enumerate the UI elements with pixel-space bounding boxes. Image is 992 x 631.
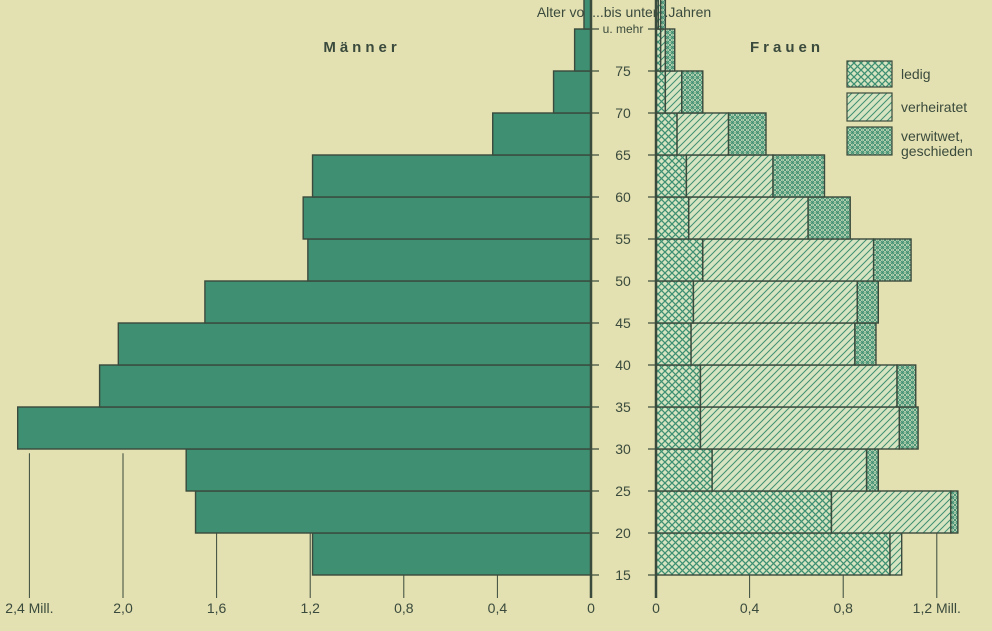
men-tick-label: 0 [587, 600, 595, 616]
men-bar [492, 112, 592, 156]
men-bar [17, 406, 592, 450]
women-bar-ledig [655, 238, 704, 282]
women-bar-verheiratet [692, 280, 858, 324]
women-bar-verwitwet [898, 406, 919, 450]
women-bar-verheiratet [711, 448, 868, 492]
chart-header: Alter von...bis unter...Jahren [537, 4, 711, 20]
age-label: 35 [615, 399, 631, 415]
women-bar-ledig [655, 154, 688, 198]
women-tick-label: 1,2 Mill. [913, 600, 961, 616]
legend-swatch-verheiratet [846, 92, 893, 122]
legend: ledig verheiratet verwitwet, geschieden [846, 60, 973, 159]
age-label: 45 [615, 315, 631, 331]
age-label: 55 [615, 231, 631, 247]
age-label: 70 [615, 105, 631, 121]
age-axis: 15 20 25 30 35 40 45 50 55 60 65 70 75 u. mehr [589, 0, 658, 598]
men-tick-label: 0,8 [394, 600, 414, 616]
women-bar-ledig [655, 70, 667, 114]
women-bar-verwitwet [856, 280, 879, 324]
women-bar-verwitwet [727, 112, 767, 156]
men-bar [204, 280, 592, 324]
men-bar [307, 238, 592, 282]
women-bar-ledig [655, 490, 833, 534]
women-bar-ledig [655, 406, 702, 450]
men-tick-label: 2,4 Mill. [5, 600, 53, 616]
age-label: 40 [615, 357, 631, 373]
legend-label-verheiratet: verheiratet [901, 99, 967, 115]
women-bar-verwitwet [664, 28, 676, 72]
men-bar [185, 448, 592, 492]
women-bar-ledig [655, 364, 702, 408]
women-bar-verheiratet [702, 238, 875, 282]
men-bar [311, 154, 592, 198]
women-bar-verheiratet [659, 28, 667, 72]
men-bars [17, 0, 592, 576]
women-tick-label: 0,4 [740, 600, 760, 616]
men-tick-label: 2,0 [113, 600, 133, 616]
women-bar-verheiratet [830, 490, 952, 534]
women-bar-ledig [655, 532, 891, 576]
men-bar [311, 532, 592, 576]
women-bar-verwitwet [896, 364, 917, 408]
age-label: 50 [615, 273, 631, 289]
men-tick-label: 1,2 [300, 600, 320, 616]
women-tick-label: 0 [652, 600, 660, 616]
women-bar-ledig [655, 196, 690, 240]
age-label: 15 [615, 567, 631, 583]
men-bar [302, 196, 592, 240]
women-bar-verwitwet [854, 322, 877, 366]
women-x-axis: 0 0,4 0,8 1,2 Mill. [652, 600, 961, 616]
women-tick-label: 0,8 [833, 600, 853, 616]
women-bar-ledig [655, 280, 695, 324]
men-title: Männer [323, 39, 400, 56]
age-label: 20 [615, 525, 631, 541]
women-bar-verheiratet [685, 154, 774, 198]
women-bar-verwitwet [950, 490, 959, 534]
women-bar-verheiratet [889, 532, 903, 576]
men-bar [194, 490, 592, 534]
women-bar-verwitwet [681, 70, 704, 114]
women-bar-verwitwet [772, 154, 826, 198]
men-bar [573, 28, 592, 72]
women-bar-ledig [655, 112, 678, 156]
men-tick-label: 0,4 [488, 600, 508, 616]
legend-label-verwitwet-line1: verwitwet, [901, 128, 963, 144]
women-bar-verheiratet [688, 196, 809, 240]
men-bar [117, 322, 592, 366]
women-bar-ledig [655, 448, 713, 492]
women-bar-verheiratet [690, 322, 856, 366]
women-bar-verwitwet [659, 0, 667, 30]
legend-label-verwitwet-line2: geschieden [901, 143, 973, 159]
men-bar [552, 70, 592, 114]
men-bar [98, 364, 592, 408]
women-bar-verwitwet [865, 448, 879, 492]
legend-swatch-verwitwet [846, 126, 893, 156]
men-x-axis: 2,4 Mill. 2,0 1,6 1,2 0,8 0,4 0 [5, 600, 595, 616]
women-bar-verheiratet [676, 112, 730, 156]
legend-label-ledig: ledig [901, 66, 931, 82]
women-bar-ledig [655, 322, 692, 366]
women-bar-verwitwet [872, 238, 912, 282]
men-tick-label: 1,6 [207, 600, 227, 616]
age-label: 65 [615, 147, 631, 163]
age-label: 75 [615, 63, 631, 79]
age-label: 30 [615, 441, 631, 457]
women-bar-verheiratet [699, 406, 901, 450]
age-label: 25 [615, 483, 631, 499]
women-title: Frauen [750, 39, 824, 56]
women-bars [655, 0, 959, 576]
age-label: u. mehr [603, 22, 644, 36]
women-bar-verheiratet [699, 364, 898, 408]
legend-swatch-ledig [846, 60, 893, 88]
women-bar-verheiratet [664, 70, 683, 114]
age-label: 60 [615, 189, 631, 205]
women-bar-verwitwet [807, 196, 851, 240]
